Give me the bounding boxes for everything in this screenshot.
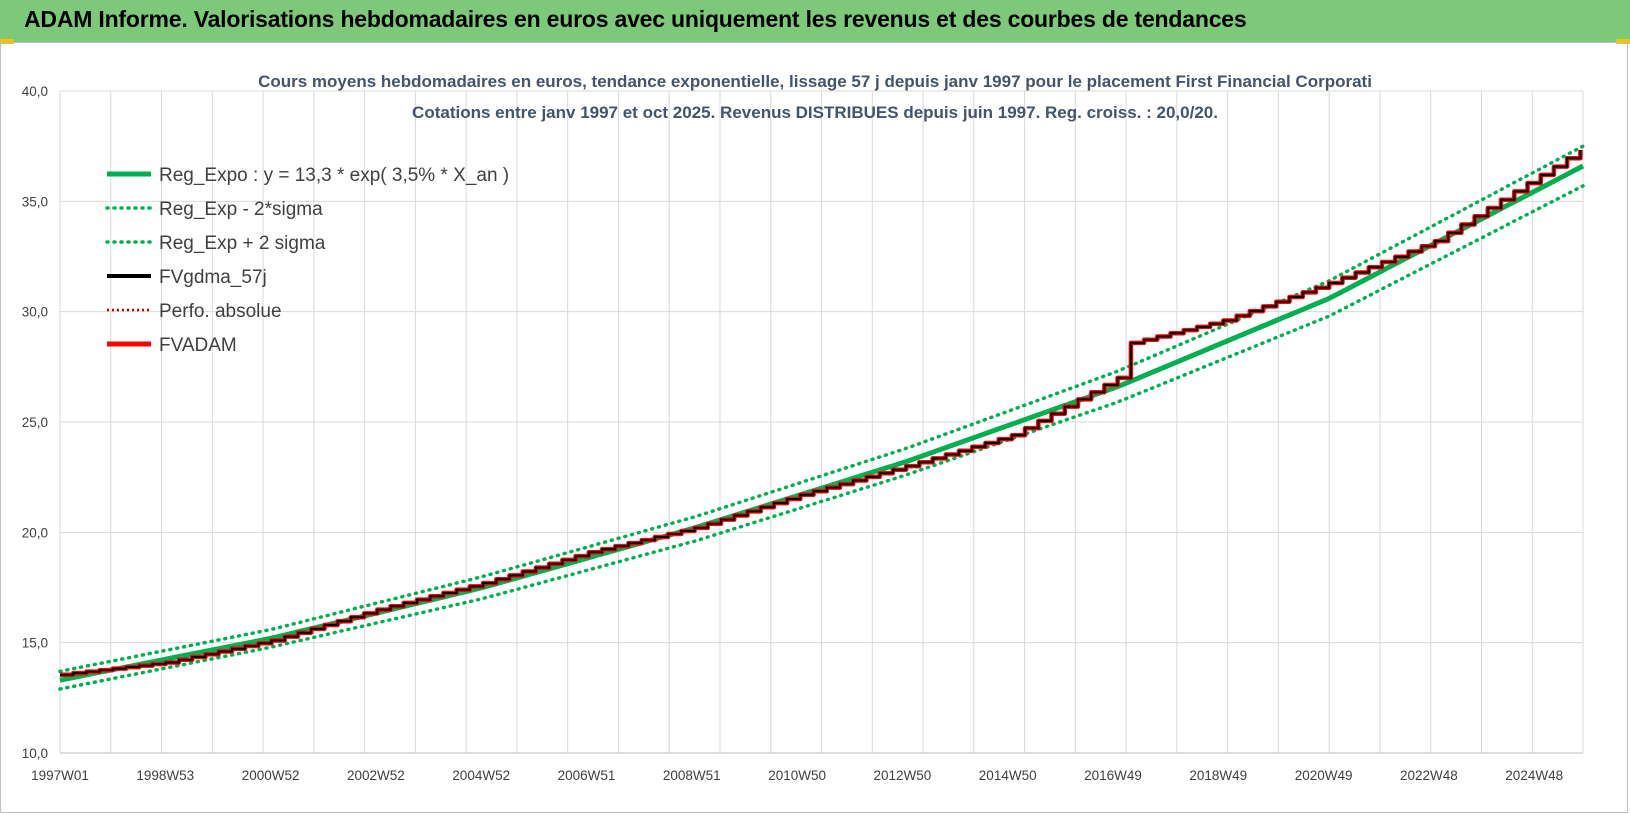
y-tick-label: 25,0 [22, 415, 48, 430]
x-tick-label: 2024W48 [1505, 768, 1563, 783]
axes: 10,0 15,0 20,0 25,0 30,0 35,0 40,0 1997W01 1998W… [22, 84, 1583, 783]
report-header-band: ADAM Informe. Valorisations hebdomadaire… [0, 0, 1630, 42]
legend-label: Reg_Exp + 2 sigma [159, 233, 326, 254]
x-tick-label: 2004W52 [452, 768, 510, 783]
corner-marker [0, 39, 14, 44]
legend-label: FVADAM [159, 335, 237, 356]
legend: Reg_Expo : y = 13,3 * exp( 3,5% * X_an )… [105, 165, 509, 356]
y-tick-label: 15,0 [22, 636, 48, 651]
x-tick-label: 1998W53 [136, 768, 194, 783]
y-tick-label: 30,0 [22, 305, 48, 320]
report-title: ADAM Informe. Valorisations hebdomadaire… [24, 6, 1247, 32]
x-tick-label: 2014W50 [979, 768, 1037, 783]
series-line-1 [58, 184, 1585, 691]
y-tick-label: 10,0 [22, 746, 48, 761]
chart-area [0, 42, 1628, 813]
series-line-3 [60, 150, 1582, 676]
x-tick-label: 2018W49 [1189, 768, 1247, 783]
x-tick-label: 2008W51 [663, 768, 721, 783]
y-tick-label: 35,0 [22, 194, 48, 209]
x-tick-label: 2006W51 [558, 768, 616, 783]
corner-marker [1616, 39, 1630, 44]
legend-label: Reg_Exp - 2*sigma [159, 199, 323, 220]
x-tick-label: 2020W49 [1295, 768, 1353, 783]
x-tick-label: 2012W50 [874, 768, 932, 783]
x-tick-label: 2022W48 [1400, 768, 1458, 783]
chart-subtitle: Cotations entre janv 1997 et oct 2025. R… [412, 103, 1218, 122]
y-tick-label: 20,0 [22, 525, 48, 540]
x-tick-label: 2016W49 [1084, 768, 1142, 783]
x-tick-label: 1997W01 [31, 768, 89, 783]
series-lines [58, 144, 1585, 691]
x-tick-label: 2002W52 [347, 768, 405, 783]
x-tick-label: 2000W52 [242, 768, 300, 783]
x-tick-label: 2010W50 [768, 768, 826, 783]
legend-label: FVgdma_57j [159, 267, 267, 288]
series-line-5 [60, 150, 1583, 677]
legend-label: Perfo. absolue [159, 301, 282, 322]
gridlines [59, 90, 1584, 754]
y-tick-label: 40,0 [22, 84, 48, 99]
series-line-4 [60, 150, 1582, 676]
legend-label: Reg_Expo : y = 13,3 * exp( 3,5% * X_an ) [159, 165, 509, 186]
chart-title: Cours moyens hebdomadaires en euros, ten… [258, 72, 1372, 91]
